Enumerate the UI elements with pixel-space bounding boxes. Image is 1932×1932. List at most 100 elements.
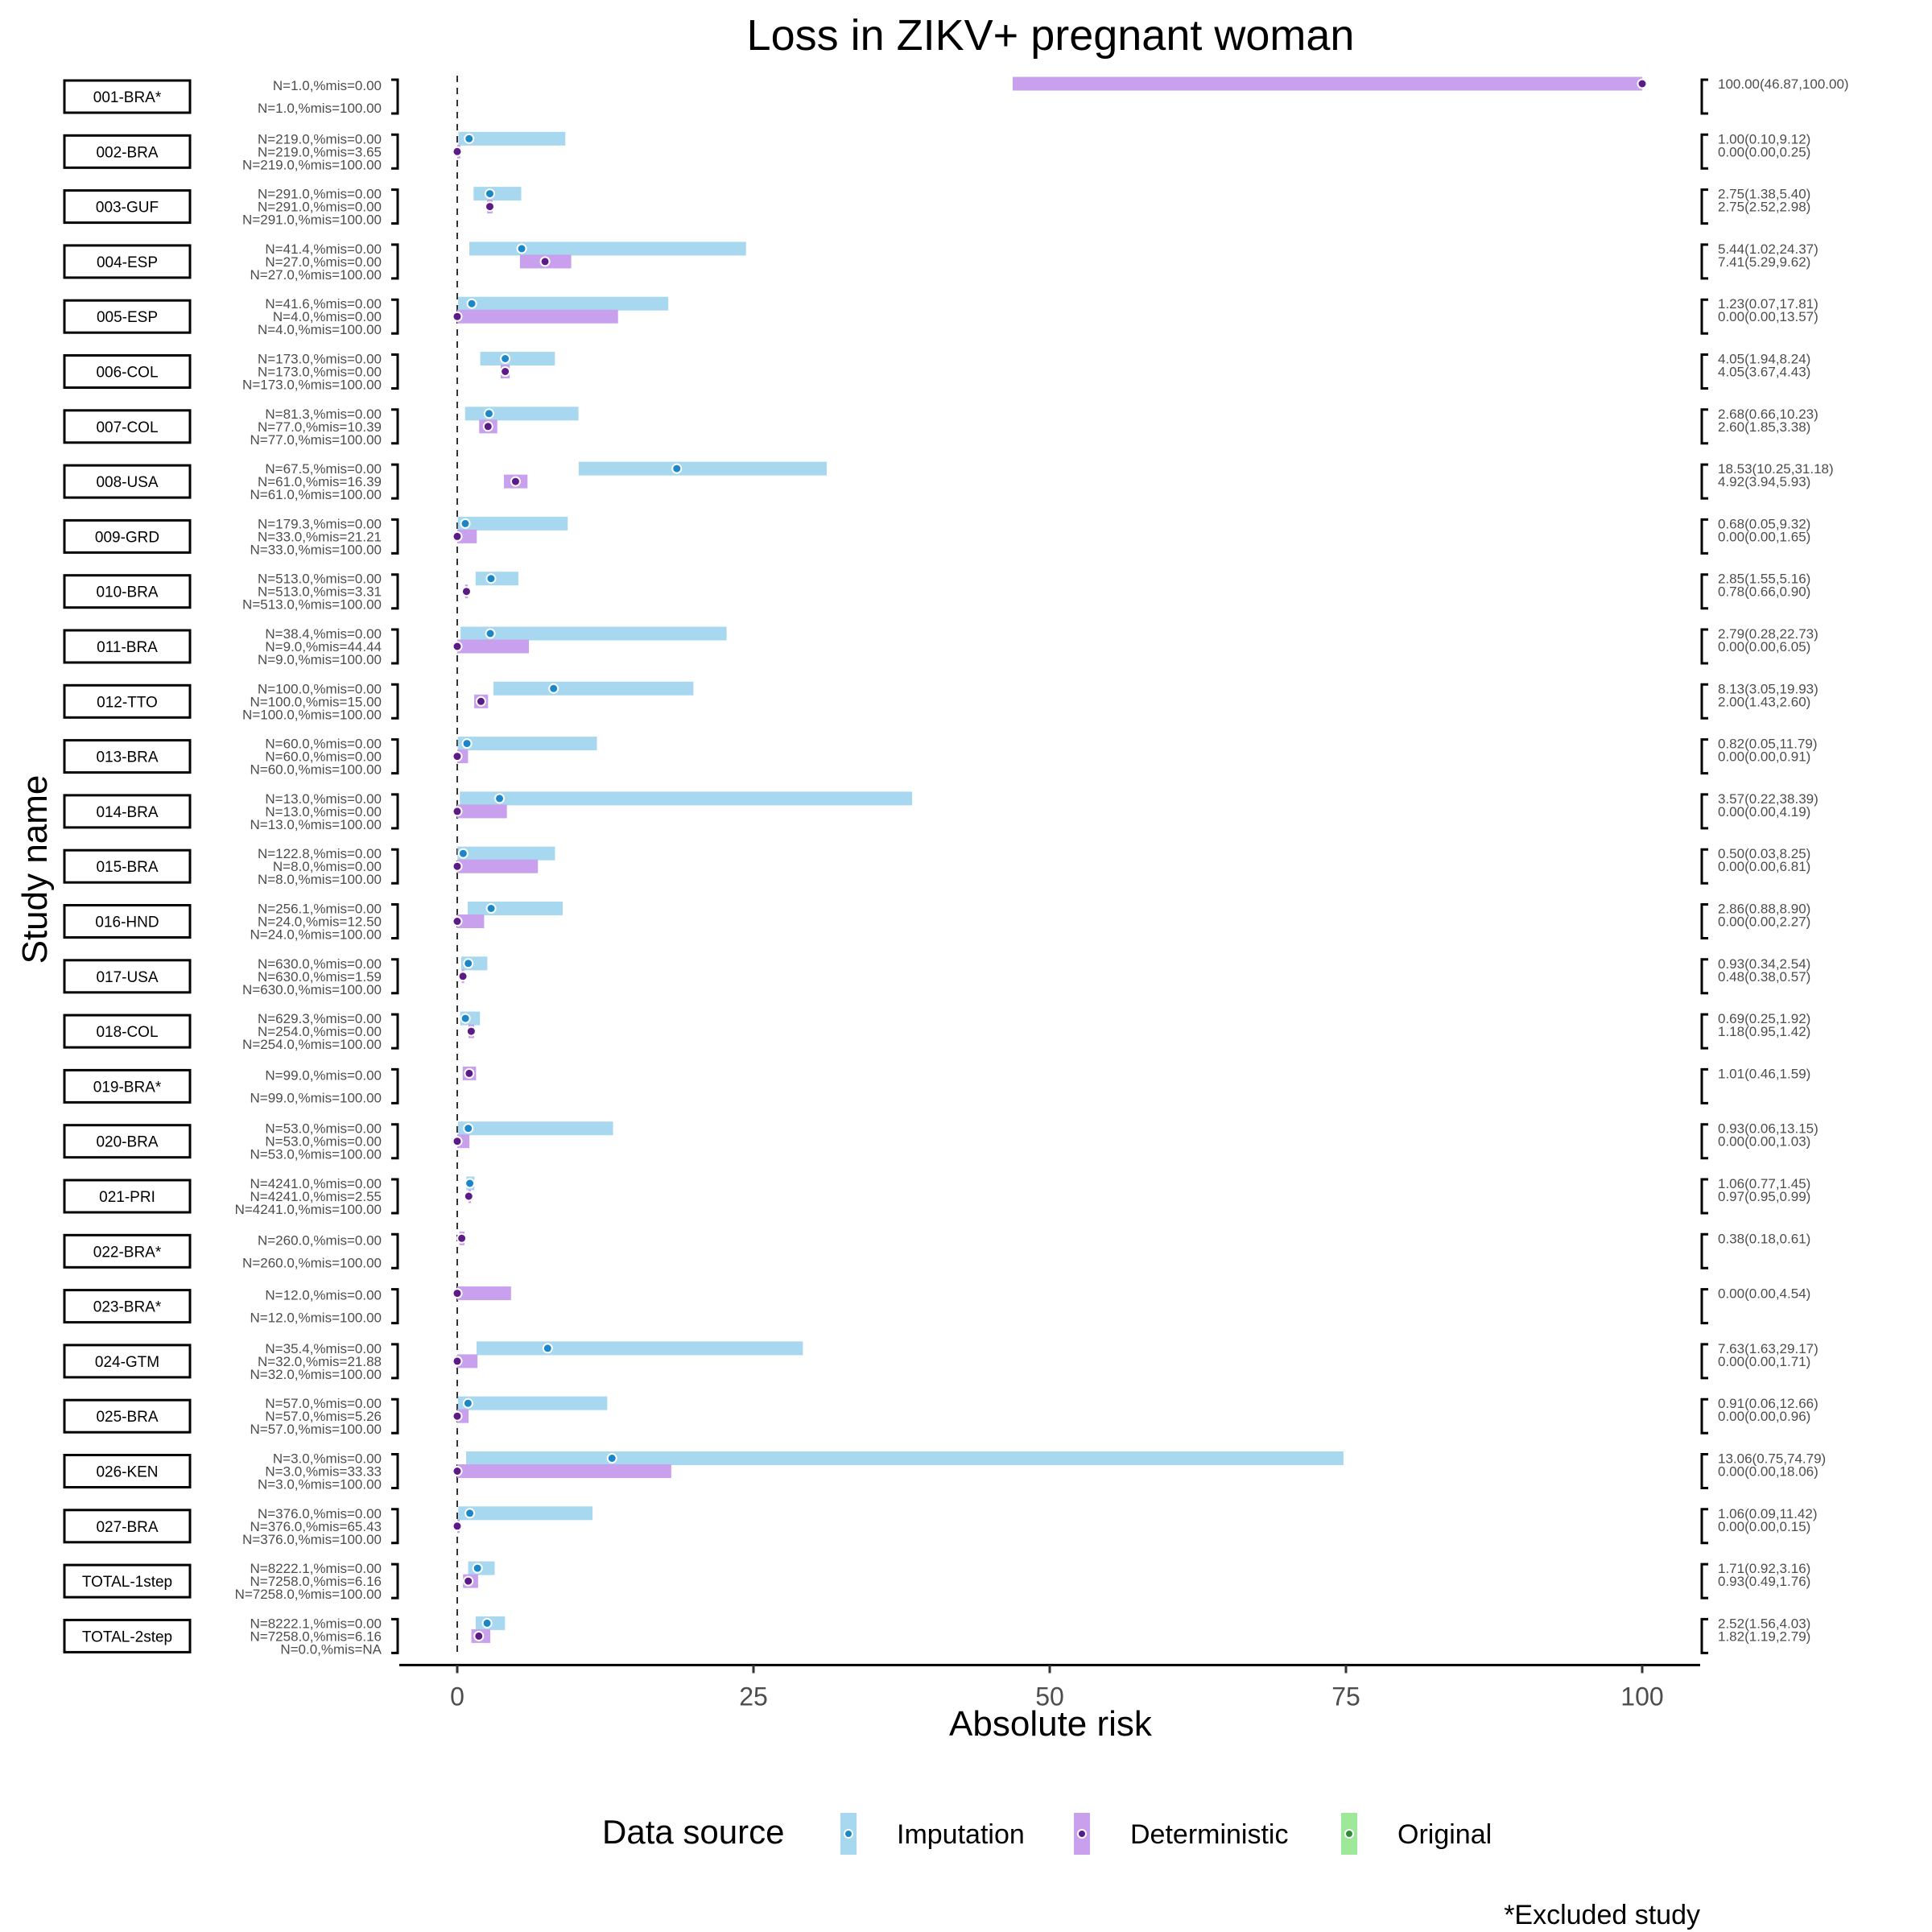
sample-size-label: N=376.0,%mis=65.43	[250, 1519, 382, 1534]
study-box	[63, 189, 192, 225]
study-name: 003-GUF	[96, 200, 159, 217]
sample-size-label: N=173.0,%mis=100.00	[242, 378, 382, 393]
sample-size-label: N=35.4,%mis=0.00	[265, 1341, 382, 1356]
estimate-label: 0.82(0.05,11.79)	[1718, 737, 1818, 752]
left-bracket	[391, 1343, 399, 1380]
legend: Data source Imputation Deterministic Origi…	[602, 1813, 1492, 1855]
estimate-point	[452, 641, 463, 652]
right-bracket	[1700, 793, 1708, 830]
sample-size-label: N=57.0,%mis=5.26	[265, 1409, 382, 1424]
sample-size-label: N=67.5,%mis=0.00	[265, 461, 382, 477]
sample-size-label: N=53.0,%mis=0.00	[265, 1134, 382, 1150]
estimate-point	[461, 738, 473, 749]
x-axis: 0 25 50 75 100	[399, 1663, 1700, 1711]
estimate-label: 0.97(0.95,0.99)	[1718, 1189, 1810, 1204]
study-box	[63, 794, 192, 829]
estimate-point	[464, 133, 475, 144]
study-name: 015-BRA	[96, 859, 158, 876]
estimate-point	[452, 1136, 463, 1147]
estimate-label: 0.91(0.06,12.66)	[1718, 1396, 1818, 1411]
estimate-point	[456, 1232, 468, 1244]
sample-size-label: N=3.0,%mis=0.00	[273, 1451, 382, 1467]
right-bracket	[1700, 628, 1708, 665]
sample-size-label: N=173.0,%mis=0.00	[258, 352, 382, 367]
left-brackets	[391, 78, 399, 1654]
sample-size-label: N=77.0,%mis=100.00	[250, 432, 382, 448]
estimate-point	[1637, 78, 1648, 89]
right-bracket	[1700, 1343, 1708, 1380]
study-name: 012-TTO	[97, 694, 158, 711]
sample-size-label: N=57.0,%mis=100.00	[250, 1422, 382, 1437]
sample-size-label: N=100.0,%mis=0.00	[258, 681, 382, 696]
estimate-label: 4.92(3.94,5.93)	[1718, 474, 1810, 489]
estimate-point	[460, 518, 471, 529]
x-tick-label: 50	[1035, 1682, 1064, 1711]
sample-size-label: N=1.0,%mis=0.00	[273, 78, 382, 93]
study-box	[63, 1563, 192, 1599]
left-bracket	[391, 1123, 399, 1160]
estimate-point	[452, 861, 463, 872]
sample-size-label: N=4241.0,%mis=2.55	[250, 1189, 382, 1204]
sample-size-label: N=3.0,%mis=33.33	[265, 1464, 382, 1480]
ci-bar	[460, 626, 727, 641]
sample-size-label: N=27.0,%mis=100.00	[250, 267, 382, 283]
estimate-label: 1.18(0.95,1.42)	[1718, 1024, 1810, 1039]
study-name: 011-BRA	[97, 639, 158, 656]
left-bracket	[391, 518, 399, 555]
study-box	[63, 1289, 192, 1324]
sample-size-label: N=27.0,%mis=0.00	[265, 254, 382, 270]
sample-size-label: N=260.0,%mis=0.00	[258, 1232, 382, 1248]
estimate-label: 0.00(0.00,0.96)	[1718, 1409, 1810, 1424]
ci-bars	[457, 76, 1642, 1643]
left-bracket	[391, 408, 399, 445]
right-bracket	[1700, 298, 1708, 335]
study-box	[63, 1179, 192, 1214]
estimate-label: 0.69(0.25,1.92)	[1718, 1011, 1810, 1026]
x-ticks: 0 25 50 75 100	[450, 1665, 1664, 1711]
study-name: 024-GTM	[95, 1354, 159, 1371]
estimate-label: 2.75(1.38,5.40)	[1718, 187, 1810, 202]
estimate-label: 8.13(3.05,19.93)	[1718, 681, 1818, 696]
study-box	[63, 1013, 192, 1049]
legend-label: Original	[1397, 1819, 1492, 1850]
sample-size-label: N=99.0,%mis=0.00	[265, 1067, 382, 1083]
sample-size-label: N=24.0,%mis=100.00	[250, 927, 382, 943]
estimate-point	[485, 903, 497, 914]
sample-size-label: N=254.0,%mis=100.00	[242, 1037, 382, 1052]
sample-size-label: N=100.0,%mis=15.00	[250, 694, 382, 709]
estimate-label: 1.00(0.10,9.12)	[1718, 131, 1810, 147]
estimate-point	[485, 573, 497, 584]
right-bracket	[1700, 738, 1708, 775]
sample-size-label: N=99.0,%mis=100.00	[250, 1090, 382, 1105]
estimate-label: 0.68(0.05,9.32)	[1718, 516, 1810, 531]
right-bracket	[1700, 1232, 1708, 1269]
estimate-label: 1.71(0.92,3.16)	[1718, 1561, 1810, 1576]
study-box	[63, 1344, 192, 1379]
sample-size-label: N=3.0,%mis=100.00	[258, 1477, 382, 1492]
sample-size-label: N=38.4,%mis=0.00	[265, 626, 382, 642]
sample-size-label: N=1.0,%mis=100.00	[258, 101, 382, 116]
estimate-label: 2.75(2.52,2.98)	[1718, 200, 1810, 215]
study-box	[63, 1233, 192, 1269]
right-bracket	[1700, 683, 1708, 720]
sample-size-label: N=291.0,%mis=0.00	[258, 187, 382, 202]
estimate-point	[452, 1466, 463, 1476]
estimate-point	[463, 1575, 474, 1587]
right-bracket	[1700, 1123, 1708, 1160]
left-bracket	[391, 78, 399, 115]
study-box	[63, 1124, 192, 1159]
left-bracket	[391, 1232, 399, 1269]
sample-size-label: N=32.0,%mis=21.88	[258, 1354, 382, 1369]
sample-size-label: N=13.0,%mis=0.00	[265, 804, 382, 819]
study-name: 020-BRA	[96, 1134, 158, 1151]
study-box	[63, 1454, 192, 1488]
study-box	[63, 1509, 192, 1544]
left-bracket	[391, 353, 399, 390]
sample-size-label: N=9.0,%mis=100.00	[258, 652, 382, 667]
ci-bar	[457, 1286, 511, 1301]
left-bracket	[391, 903, 399, 939]
estimate-point	[452, 1410, 463, 1422]
study-box	[63, 959, 192, 994]
study-box	[63, 518, 192, 554]
